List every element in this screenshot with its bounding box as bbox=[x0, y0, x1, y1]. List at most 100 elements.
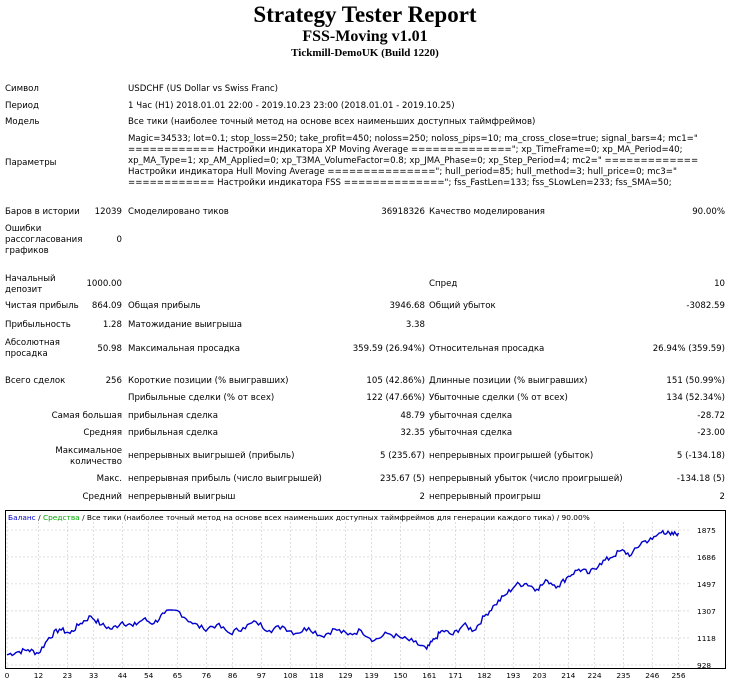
model-label: Модель bbox=[5, 117, 40, 127]
chart-grid bbox=[6, 522, 689, 668]
balance-line bbox=[6, 529, 680, 657]
loss-trades-label: Убыточные сделки (% от всех) bbox=[429, 393, 568, 403]
x-tick-label: 161 bbox=[422, 671, 436, 680]
legend-equity: Средства bbox=[43, 513, 80, 522]
x-tick-label: 224 bbox=[588, 671, 602, 680]
gross-profit-label: Общая прибыль bbox=[128, 301, 201, 311]
x-tick-label: 214 bbox=[561, 671, 575, 680]
net-profit-label: Чистая прибыль bbox=[5, 301, 79, 311]
y-tick-label: 1686 bbox=[697, 553, 716, 562]
average-label: Средняя bbox=[83, 428, 122, 438]
x-tick-label: 65 bbox=[173, 671, 183, 680]
cons-wins-value: 5 (235.67) bbox=[380, 451, 425, 461]
x-tick-label: 246 bbox=[645, 671, 659, 680]
ticks-label: Смоделировано тиков bbox=[128, 207, 229, 217]
params-line: xp_MA_Type=1; xp_AM_Applied=0; xp_T3MA_V… bbox=[128, 155, 699, 166]
deposit-value: 1000.00 bbox=[86, 279, 122, 289]
params-line: Magic=34533; lot=0.1; stop_loss=250; tak… bbox=[128, 134, 698, 144]
abs-drawdown-label: просадка bbox=[5, 349, 48, 359]
profit-factor-label: Прибыльность bbox=[5, 320, 71, 330]
gross-loss-value: -3082.59 bbox=[686, 301, 725, 311]
x-tick-label: 203 bbox=[532, 671, 546, 680]
x-tick-label: 139 bbox=[365, 671, 379, 680]
balance-chart-svg: Баланс / Средства / Все тики (наиболее т… bbox=[5, 510, 726, 680]
total-trades-value: 256 bbox=[105, 376, 122, 386]
symbol-label: Символ bbox=[5, 84, 39, 94]
quality-value: 90.00% bbox=[692, 207, 725, 217]
cons-loss-label: непрерывный убыток (число проигрышей) bbox=[429, 474, 623, 484]
x-tick-label: 171 bbox=[448, 671, 462, 680]
quality-label: Качество моделирования bbox=[429, 207, 545, 217]
server-name: Tickmill-DemoUK (Build 1220) bbox=[291, 47, 439, 59]
expected-payoff-label: Матожидание выигрыша bbox=[128, 320, 243, 330]
max-label: Макс. bbox=[96, 474, 122, 484]
x-tick-label: 182 bbox=[477, 671, 491, 680]
ticks-value: 36918326 bbox=[381, 207, 425, 217]
total-trades-label: Всего сделок bbox=[5, 376, 66, 386]
x-tick-label: 150 bbox=[393, 671, 407, 680]
chart-y-ticks: 928 1118 1307 1497 1686 1875 bbox=[697, 526, 716, 670]
max-count-label: Максимальное bbox=[55, 446, 122, 456]
profit-trades-label: Прибыльные сделки (% от всех) bbox=[128, 393, 275, 403]
params-line: Настройки индикатора Hull Moving Average… bbox=[128, 166, 677, 177]
deposit-label: Начальный bbox=[5, 274, 56, 284]
errors-value: 0 bbox=[116, 235, 122, 245]
legend-balance: Баланс bbox=[8, 513, 36, 522]
params-line: ============ Настройки индикатора FSS ==… bbox=[128, 177, 672, 188]
cons-losses-label: непрерывных проигрышей (убыток) bbox=[429, 451, 594, 461]
y-tick-label: 1875 bbox=[697, 526, 716, 535]
x-tick-label: 235 bbox=[616, 671, 630, 680]
largest-profit-label: прибыльная сделка bbox=[128, 411, 218, 421]
chart-x-ticks: 0 12 23 33 44 54 65 76 86 97 108 118 129 139 150 161 171… bbox=[5, 671, 686, 680]
profit-factor-value: 1.28 bbox=[102, 320, 122, 330]
avg-win-label: непрерывный выигрыш bbox=[128, 492, 236, 502]
x-tick-label: 97 bbox=[257, 671, 267, 680]
y-tick-label: 928 bbox=[697, 661, 711, 670]
y-tick-label: 1497 bbox=[697, 580, 716, 589]
report-title: Strategy Tester Report bbox=[253, 2, 477, 27]
period-label: Период bbox=[5, 101, 39, 111]
profit-trades-value: 122 (47.66%) bbox=[366, 393, 425, 403]
largest-profit-value: 48.79 bbox=[400, 411, 425, 421]
legend-separator: / bbox=[36, 513, 43, 522]
model-value: Все тики (наиболее точный метод на основ… bbox=[128, 117, 536, 127]
cons-wins-label: непрерывных выигрышей (прибыль) bbox=[128, 451, 295, 461]
max-drawdown-value: 359.59 (26.94%) bbox=[352, 344, 425, 354]
net-profit-value: 864.09 bbox=[91, 301, 122, 311]
avg-loss-label: непрерывный проигрыш bbox=[429, 492, 541, 502]
deposit-label: депозит bbox=[5, 285, 43, 295]
max-drawdown-label: Максимальная просадка bbox=[128, 344, 240, 354]
y-tick-label: 1118 bbox=[697, 634, 716, 643]
x-tick-label: 54 bbox=[144, 671, 154, 680]
gross-profit-value: 3946.68 bbox=[389, 301, 425, 311]
long-positions-label: Длинные позиции (% выигравших) bbox=[429, 376, 588, 386]
x-tick-label: 193 bbox=[506, 671, 520, 680]
chart-frame bbox=[5, 510, 726, 669]
rel-drawdown-label: Относительная просадка bbox=[429, 344, 545, 354]
avg-win-value: 2 bbox=[419, 492, 425, 502]
loss-trades-value: 134 (52.34%) bbox=[666, 393, 725, 403]
abs-drawdown-label: Абсолютная bbox=[5, 338, 60, 348]
abs-drawdown-value: 50.98 bbox=[97, 344, 122, 354]
chart-legend: Баланс / Средства / Все тики (наиболее т… bbox=[8, 513, 590, 522]
y-tick-label: 1307 bbox=[697, 607, 716, 616]
long-positions-value: 151 (50.99%) bbox=[666, 376, 725, 386]
x-tick-label: 44 bbox=[118, 671, 128, 680]
spread-label: Спред bbox=[429, 279, 458, 289]
expert-name: FSS-Moving v1.01 bbox=[302, 28, 428, 45]
cons-profit-value: 235.67 (5) bbox=[380, 474, 425, 484]
legend-description: / Все тики (наиболее точный метод на осн… bbox=[80, 513, 590, 522]
x-tick-label: 129 bbox=[338, 671, 352, 680]
x-tick-label: 33 bbox=[89, 671, 99, 680]
average-loss-value: -23.00 bbox=[697, 428, 725, 438]
symbol-value: USDCHF (US Dollar vs Swiss Franc) bbox=[128, 84, 279, 94]
cons-losses-value: 5 (-134.18) bbox=[676, 451, 725, 461]
period-value: 1 Час (H1) 2018.01.01 22:00 - 2019.10.23… bbox=[128, 101, 455, 111]
cons-loss-value: -134.18 (5) bbox=[676, 474, 725, 484]
short-positions-value: 105 (42.86%) bbox=[366, 376, 425, 386]
largest-loss-label: убыточная сделка bbox=[429, 411, 513, 421]
params-line: ============ Настройки индикатора XP Mov… bbox=[128, 144, 683, 155]
cons-profit-label: непрерывная прибыль (число выигрышей) bbox=[128, 474, 322, 484]
chart-series bbox=[6, 529, 680, 657]
largest-label: Самая большая bbox=[51, 411, 122, 421]
